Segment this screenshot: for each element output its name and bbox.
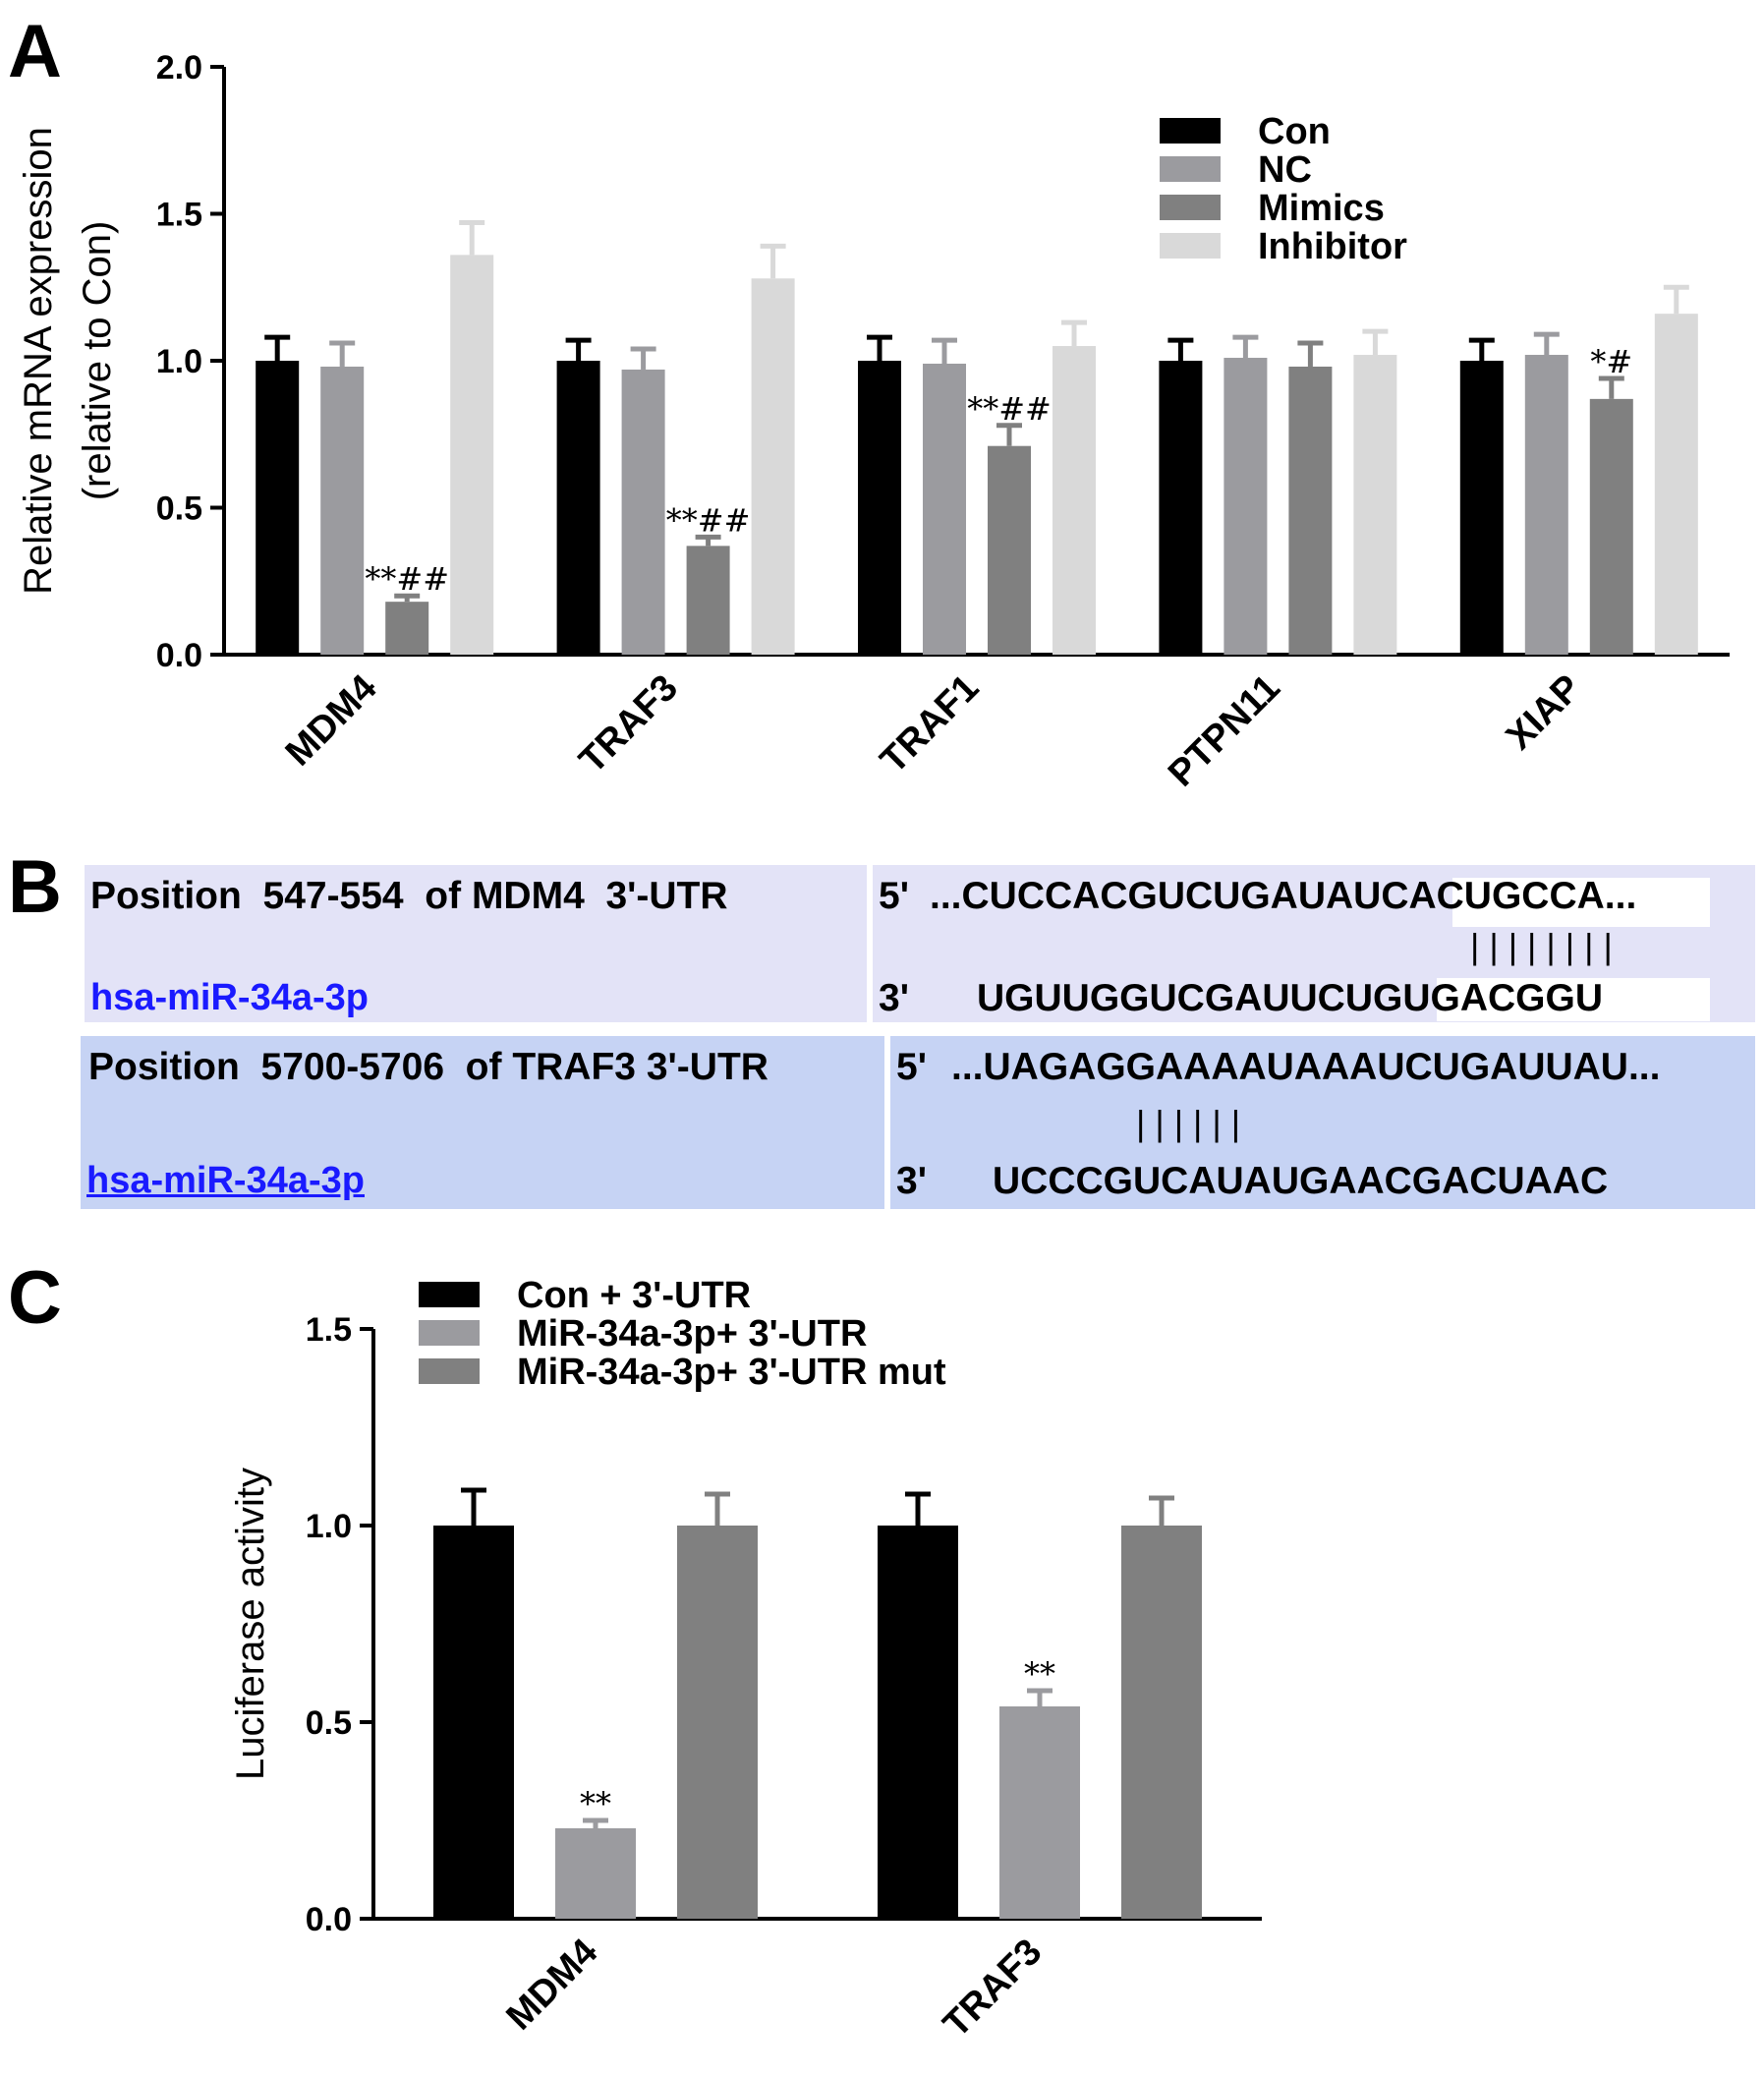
bar <box>450 255 494 655</box>
panel-b-row1-pairing: | | | | | | | | <box>1470 926 1613 966</box>
legend-label: NC <box>1258 149 1312 191</box>
panel-b-row2-mirna-seq: UCCCGUCAUAUGAACGACUAAC <box>993 1160 1609 1202</box>
bar <box>677 1526 758 1919</box>
panel-b-row1-mirna-seq: UGUUGGUCGAUUCUGUGACGGU <box>977 977 1603 1019</box>
y-tick-label: 1.5 <box>156 197 202 234</box>
legend-swatch <box>1160 156 1221 182</box>
panel-b-row1-target-seq: ...CUCCACGUCUGAUAUCACUGCCA... <box>930 875 1637 917</box>
bar <box>923 363 966 655</box>
bar <box>858 361 901 655</box>
bar <box>256 361 300 655</box>
significance-label: ** <box>580 1785 611 1822</box>
legend-swatch <box>419 1358 480 1384</box>
legend-label: Mimics <box>1258 188 1385 229</box>
y-tick-label: 0.5 <box>306 1704 352 1742</box>
category-label: TRAF3 <box>936 1932 1050 2046</box>
legend-swatch <box>1160 195 1221 220</box>
bar <box>320 366 365 655</box>
legend-label: Con <box>1258 111 1331 152</box>
panel-b-row1-highlight <box>1452 878 1710 927</box>
bar <box>1524 355 1568 655</box>
legend-label: Con + 3'-UTR <box>517 1275 751 1316</box>
bar <box>1459 361 1504 655</box>
bar <box>433 1526 514 1919</box>
panel-b-row1-highlight-mirna <box>1437 978 1710 1021</box>
bar <box>1053 346 1096 655</box>
category-label: XIAP <box>1499 667 1589 758</box>
significance-label: **## <box>666 501 751 539</box>
legend-label: MiR-34a-3p+ 3'-UTR <box>517 1313 867 1355</box>
bar <box>1159 361 1203 655</box>
bar <box>1121 1526 1202 1919</box>
legend-swatch <box>419 1282 480 1307</box>
bar <box>1353 355 1397 655</box>
legend-swatch <box>419 1320 480 1346</box>
panel-b-row1-position: Position 547-554 of MDM4 3'-UTR <box>90 875 728 917</box>
panel-label-c: C <box>8 1256 62 1340</box>
panel-b-row1-mirna-label: hsa-miR-34a-3p <box>90 977 369 1018</box>
y-tick-label: 1.0 <box>156 343 202 380</box>
y-axis-label: Relative mRNA expression <box>17 127 60 595</box>
y-tick-label: 0.0 <box>156 637 202 674</box>
bar <box>1288 366 1333 655</box>
panel-b-row2-three-prime: 3' <box>896 1160 927 1202</box>
legend-swatch <box>1160 118 1221 144</box>
bar <box>686 546 730 655</box>
legend-label: Inhibitor <box>1258 226 1407 267</box>
panel-b-row2-target-seq: ...UAGAGGAAAAUAAAUCUGAUUAU... <box>951 1046 1661 1088</box>
panel-label-b: B <box>8 845 62 929</box>
bar <box>1589 398 1633 655</box>
panel-b-row1-left-box <box>85 865 867 1022</box>
legend-label: MiR-34a-3p+ 3'-UTR mut <box>517 1352 946 1393</box>
panel-b-row2-position: Position 5700-5706 of TRAF3 3'-UTR <box>88 1046 768 1088</box>
y-tick-label: 1.0 <box>306 1508 352 1545</box>
category-label: TRAF1 <box>873 667 987 781</box>
legend-swatch <box>1160 233 1221 259</box>
significance-label: *# <box>1590 343 1632 380</box>
significance-label: **## <box>365 560 449 598</box>
chart-a: 0.0 0.5 1.0 1.5 2.0 Relative mRNA expression (… <box>17 49 1730 794</box>
bar <box>999 1706 1080 1919</box>
panel-b-row2-mirna-label: hsa-miR-34a-3p <box>86 1160 365 1201</box>
category-label: PTPN11 <box>1161 667 1288 795</box>
category-label: TRAF3 <box>572 667 686 781</box>
bar <box>1654 314 1698 655</box>
panel-b-row2-left-box <box>81 1036 884 1209</box>
bar <box>621 369 665 655</box>
y-tick-label: 0.5 <box>156 490 202 528</box>
y-axis-label: (relative to Con) <box>76 221 119 501</box>
significance-label: ** <box>1024 1655 1055 1693</box>
panel-b-row2-right-box <box>890 1036 1755 1209</box>
bar <box>751 278 795 655</box>
panel-b-row1-five-prime: 5' <box>879 875 909 917</box>
panel-b-row1-three-prime: 3' <box>879 977 909 1019</box>
y-tick-label: 2.0 <box>156 49 202 86</box>
panel-b-row2-pairing: | | | | | | <box>1136 1103 1241 1143</box>
category-label: MDM4 <box>278 667 385 775</box>
bar <box>555 1828 636 1919</box>
bar <box>878 1526 958 1919</box>
bar <box>385 602 429 655</box>
bar <box>1223 358 1268 655</box>
chart-c: 0.0 0.5 1.0 1.5 Luciferase activity ** MDM4 ** T… <box>229 1275 1262 2046</box>
category-label: MDM4 <box>499 1932 606 2039</box>
y-tick-label: 1.5 <box>306 1311 352 1349</box>
y-tick-label: 0.0 <box>306 1901 352 1938</box>
significance-label: **## <box>967 390 1052 428</box>
bar <box>556 361 600 655</box>
panel-b-row2-five-prime: 5' <box>896 1046 927 1088</box>
bar <box>988 445 1031 655</box>
panel-label-a: A <box>8 10 62 93</box>
y-axis-label: Luciferase activity <box>229 1468 272 1780</box>
